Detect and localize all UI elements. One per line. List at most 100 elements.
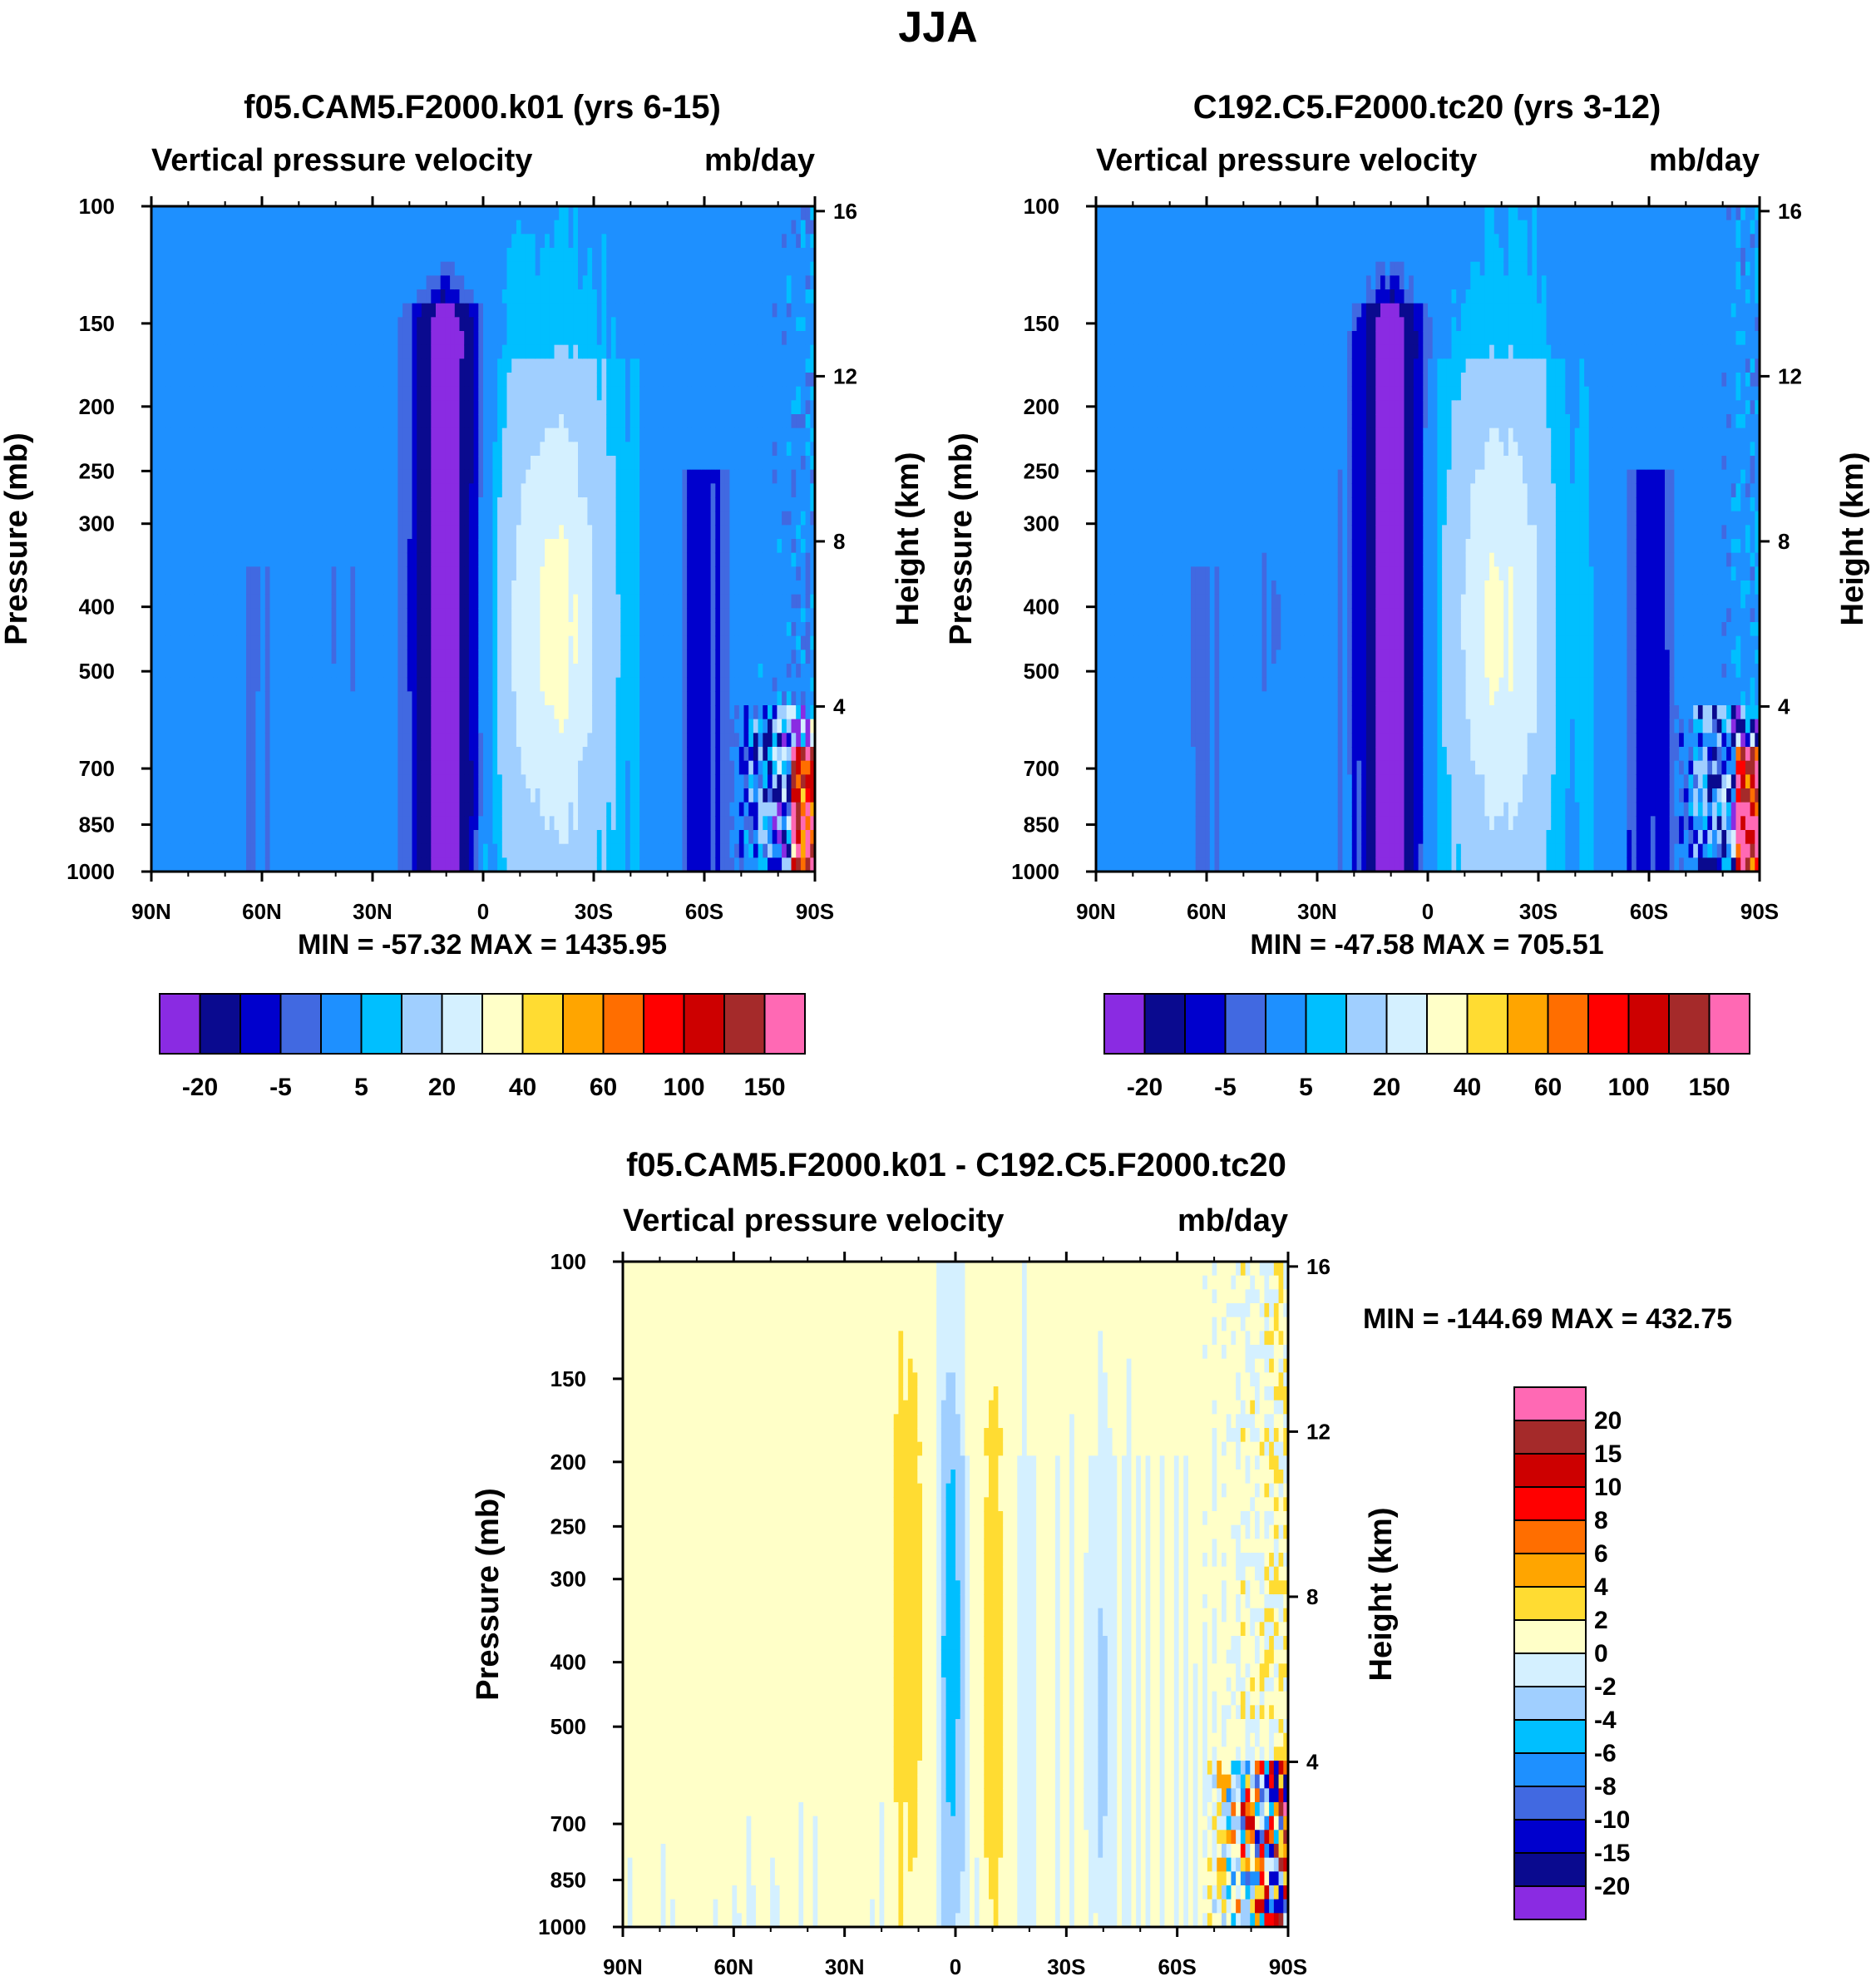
contour-cell [422,553,427,567]
contour-cell [625,747,630,761]
contour-cell [407,816,412,830]
contour-cell [204,470,209,484]
contour-cell [578,428,583,442]
contour-cell [583,220,588,235]
contour-cell [474,456,479,470]
contour-cell [634,664,639,678]
contour-cell [620,358,625,373]
contour-cell [284,525,289,539]
contour-cell [299,705,304,719]
contour-cell [497,206,502,220]
contour-cell [616,844,621,858]
contour-cell [336,497,341,511]
contour-cell [587,830,592,844]
contour-cell [246,262,251,276]
contour-cell [412,788,417,803]
contour-cell [156,719,161,734]
contour-cell [360,525,365,539]
contour-cell [213,608,218,622]
contour-cell [497,483,502,497]
contour-cell [450,608,455,622]
contour-cell [165,442,170,456]
contour-cell [620,345,625,359]
contour-cell [592,456,597,470]
contour-cell [194,456,199,470]
contour-cell [639,747,644,761]
contour-cell [165,816,170,830]
contour-cell [583,664,588,678]
contour-cell [251,816,256,830]
contour-cell [199,844,204,858]
contour-cell [327,608,332,622]
contour-cell [270,456,275,470]
contour-cell [611,317,616,331]
contour-cell [564,511,569,526]
contour-cell [260,428,265,442]
contour-cell [194,761,199,775]
contour-cell [341,803,346,817]
contour-cell [616,788,621,803]
contour-cell [526,373,531,387]
contour-cell [232,387,237,401]
contour-cell [441,442,446,456]
contour-cell [170,844,175,858]
contour-cell [284,442,289,456]
contour-cell [260,304,265,318]
contour-cell [232,678,237,692]
contour-cell [190,816,195,830]
contour-cell [431,747,436,761]
contour-cell [227,331,232,345]
contour-cell [455,622,460,636]
contour-cell [483,844,488,858]
contour-cell [388,705,393,719]
contour-cell [625,220,630,235]
contour-cell [204,248,209,262]
contour-cell [204,636,209,650]
contour-cell [223,262,228,276]
contour-cell [511,636,516,650]
contour-cell [583,719,588,734]
contour-cell [194,803,199,817]
contour-cell [606,331,611,345]
contour-cell [322,275,327,289]
contour-cell [199,497,204,511]
contour-cell [578,774,583,788]
contour-cell [469,387,474,401]
contour-cell [407,608,412,622]
contour-cell [422,331,427,345]
contour-cell [616,830,621,844]
contour-cell [294,788,299,803]
contour-cell [555,761,560,775]
contour-cell [185,774,190,788]
contour-cell [592,331,597,345]
contour-cell [402,761,407,775]
contour-cell [194,428,199,442]
contour-cell [165,608,170,622]
contour-cell [156,234,161,248]
contour-cell [341,262,346,276]
contour-cell [265,331,270,345]
contour-cell [555,719,560,734]
contour-cell [218,678,223,692]
contour-cell [279,400,284,414]
contour-cell [616,566,621,580]
contour-cell [578,678,583,692]
contour-cell [251,719,256,734]
contour-cell [611,678,616,692]
contour-cell [526,539,531,553]
contour-cell [369,262,374,276]
contour-cell [450,650,455,664]
contour-cell [279,289,284,304]
contour-cell [365,331,370,345]
contour-cell [160,580,165,595]
contour-cell [507,275,512,289]
contour-cell [521,275,526,289]
contour-cell [165,289,170,304]
contour-cell [313,691,318,705]
contour-cell [213,803,218,817]
contour-cell [441,595,446,609]
contour-cell [194,248,199,262]
contour-cell [436,234,441,248]
contour-cell [318,248,323,262]
contour-cell [464,830,469,844]
